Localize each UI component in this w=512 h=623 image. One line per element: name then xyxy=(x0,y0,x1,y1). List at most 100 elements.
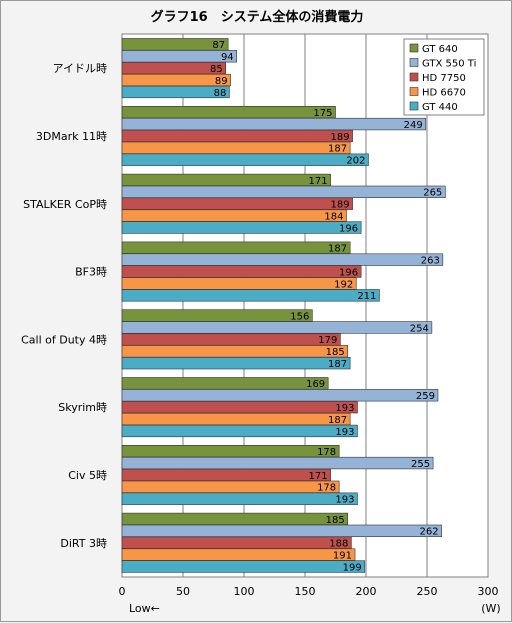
legend-swatch xyxy=(409,101,419,111)
data-label: 185 xyxy=(326,515,345,526)
bar xyxy=(121,277,357,290)
category-label: 3DMark 11時 xyxy=(36,130,107,143)
data-label: 193 xyxy=(335,495,354,506)
x-tick-label: 50 xyxy=(176,585,190,598)
x-unit-label: (W) xyxy=(481,602,500,615)
category-label: Civ 5時 xyxy=(68,469,107,482)
category-label: STALKER CoP時 xyxy=(23,198,107,211)
data-label: 169 xyxy=(306,379,325,390)
bar xyxy=(121,536,352,549)
x-tick-label: 300 xyxy=(478,585,499,598)
data-label: 187 xyxy=(328,244,347,255)
data-label: 189 xyxy=(330,200,349,211)
category-label: DiRT 3時 xyxy=(60,537,107,550)
legend-label: GT 640 xyxy=(422,44,458,55)
bar xyxy=(121,356,351,370)
data-label: 89 xyxy=(215,76,228,87)
bar xyxy=(121,389,439,402)
bar xyxy=(121,548,356,561)
bar xyxy=(121,309,313,322)
data-label: 175 xyxy=(313,108,332,119)
bar xyxy=(121,321,433,334)
bar xyxy=(121,106,336,119)
bar xyxy=(121,185,446,198)
data-label: 191 xyxy=(333,551,352,562)
bar xyxy=(121,444,340,458)
bar xyxy=(121,265,362,278)
bars: 8794858988175249189187202171265189184196… xyxy=(121,38,446,573)
x-tick-label: 200 xyxy=(356,585,377,598)
category-label: アイドル時 xyxy=(53,62,107,75)
bar xyxy=(121,209,347,222)
bar xyxy=(121,253,444,266)
legend: GT 640 GTX 550 Ti HD 7750 HD 6670 GT 440 xyxy=(403,38,485,116)
category-label: BF3時 xyxy=(75,266,107,279)
bar xyxy=(121,512,348,526)
data-label: 196 xyxy=(339,223,358,234)
legend-label: GTX 550 Ti xyxy=(422,59,476,70)
category-label: Call of Duty 4時 xyxy=(21,333,107,346)
legend-swatch xyxy=(409,43,419,53)
x-tick-label: 0 xyxy=(119,585,126,598)
data-label: 187 xyxy=(328,415,347,426)
data-label: 178 xyxy=(317,483,336,494)
bar xyxy=(121,241,351,254)
legend-label: GT 440 xyxy=(422,102,458,113)
data-label: 193 xyxy=(335,403,354,414)
bar xyxy=(121,400,358,414)
legend-swatch xyxy=(409,58,419,67)
data-label: 94 xyxy=(221,52,234,63)
bar xyxy=(121,456,434,470)
x-tick-label: 250 xyxy=(417,585,438,598)
bar xyxy=(121,289,380,302)
data-label: 249 xyxy=(404,120,423,131)
bar xyxy=(121,117,427,131)
bar xyxy=(121,141,351,154)
data-label: 85 xyxy=(210,64,223,75)
bar xyxy=(121,480,340,493)
data-label: 178 xyxy=(317,447,336,458)
data-label: 254 xyxy=(410,323,429,334)
data-label: 255 xyxy=(411,459,430,470)
chart-title: グラフ16 システム全体の消費電力 xyxy=(151,9,364,25)
bar xyxy=(121,424,358,438)
legend-swatch xyxy=(409,72,419,82)
data-label: 192 xyxy=(334,279,353,290)
data-label: 184 xyxy=(324,212,343,223)
bar xyxy=(121,153,369,166)
data-label: 187 xyxy=(328,144,347,155)
data-label: 189 xyxy=(330,132,349,143)
bar xyxy=(121,50,237,63)
bar xyxy=(121,377,329,390)
bar xyxy=(121,345,348,358)
x-tick-label: 100 xyxy=(234,585,255,598)
category-labels: アイドル時 3DMark 11時 STALKER CoP時 BF3時 Call of D… xyxy=(21,62,107,550)
bar xyxy=(121,129,353,143)
bar xyxy=(121,468,331,482)
x-tick-labels: 0 50 100 150 200 250 300 xyxy=(119,585,499,598)
legend-label: HD 6670 xyxy=(422,88,466,99)
data-label: 211 xyxy=(357,291,376,302)
data-label: 156 xyxy=(290,311,309,322)
data-label: 187 xyxy=(328,359,347,370)
bar xyxy=(121,85,230,99)
data-label: 259 xyxy=(416,391,435,402)
data-label: 265 xyxy=(423,188,442,199)
bar xyxy=(121,412,351,426)
data-label: 185 xyxy=(326,347,345,358)
data-label: 171 xyxy=(309,176,328,187)
bar xyxy=(121,492,358,505)
x-tick-label: 150 xyxy=(295,585,316,598)
low-is-better-note: Low← xyxy=(129,602,160,615)
data-label: 199 xyxy=(343,562,362,573)
legend-label: HD 7750 xyxy=(422,73,466,84)
data-label: 262 xyxy=(420,527,439,538)
category-label: Skyrim時 xyxy=(58,401,107,414)
data-label: 263 xyxy=(421,256,440,267)
bar xyxy=(121,221,362,234)
bar xyxy=(121,197,353,210)
legend-swatch xyxy=(409,87,419,96)
bar xyxy=(121,173,331,187)
